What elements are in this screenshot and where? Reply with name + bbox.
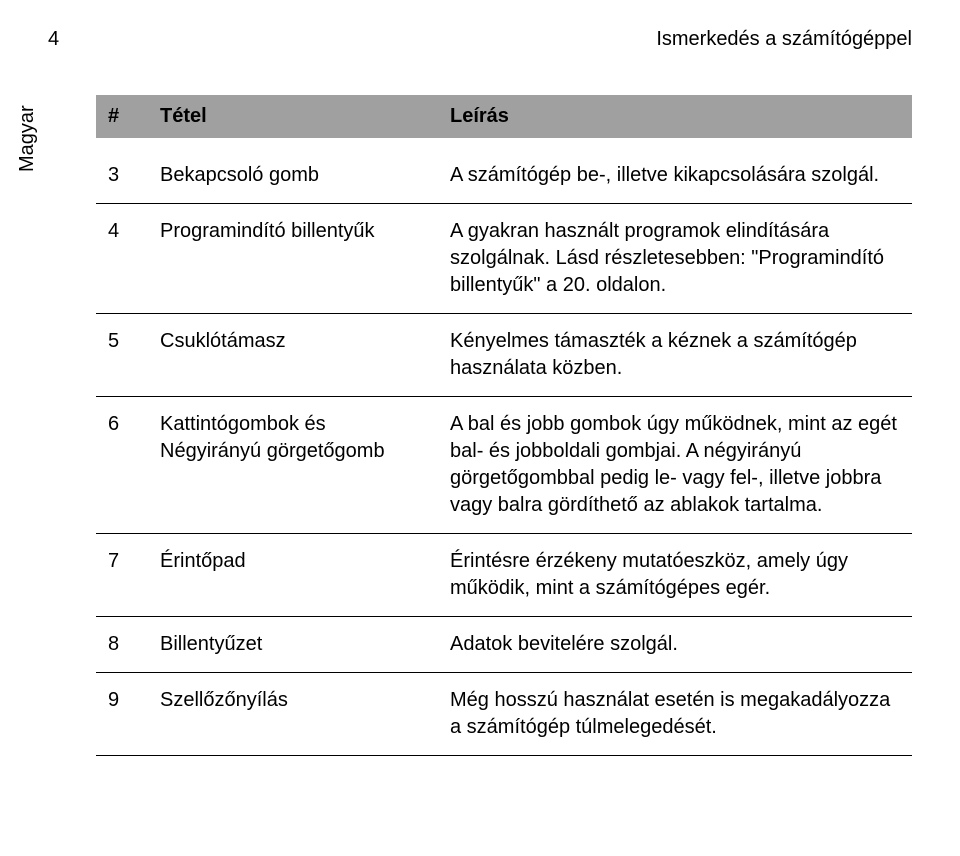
table-row: 8 Billentyűzet Adatok bevitelére szolgál… [96,617,912,673]
cell-num: 9 [96,673,148,756]
cell-item: Érintőpad [148,534,438,617]
table-row: 3 Bekapcsoló gomb A számítógép be-, ille… [96,138,912,204]
cell-num: 4 [96,204,148,314]
language-sidebar-label: Magyar [16,105,39,172]
col-header-num: # [96,95,148,138]
cell-desc: Még hosszú használat esetén is megakadál… [438,673,912,756]
page-header: 4 Ismerkedés a számítógéppel [48,28,912,51]
cell-desc: Adatok bevitelére szolgál. [438,617,912,673]
cell-item: Csuklótámasz [148,314,438,397]
table-header-row: # Tétel Leírás [96,95,912,138]
cell-desc: Érintésre érzékeny mutatóeszköz, amely ú… [438,534,912,617]
feature-table: # Tétel Leírás 3 Bekapcsoló gomb A számí… [96,95,912,756]
table-row: 7 Érintőpad Érintésre érzékeny mutatóesz… [96,534,912,617]
page-title: Ismerkedés a számítógéppel [656,28,912,51]
cell-num: 6 [96,397,148,534]
col-header-desc: Leírás [438,95,912,138]
col-header-item: Tétel [148,95,438,138]
cell-num: 8 [96,617,148,673]
cell-item: Bekapcsoló gomb [148,138,438,204]
page-number: 4 [48,28,59,51]
cell-item: Kattintógombok és Négyirányú görgetőgomb [148,397,438,534]
cell-item: Billentyűzet [148,617,438,673]
page: 4 Ismerkedés a számítógéppel Magyar # Té… [0,0,960,856]
cell-num: 7 [96,534,148,617]
table-row: 5 Csuklótámasz Kényelmes támaszték a kéz… [96,314,912,397]
cell-num: 5 [96,314,148,397]
cell-item: Szellőzőnyílás [148,673,438,756]
cell-num: 3 [96,138,148,204]
cell-desc: A bal és jobb gombok úgy működnek, mint … [438,397,912,534]
cell-desc: A számítógép be-, illetve kikapcsolására… [438,138,912,204]
cell-desc: A gyakran használt programok elindításár… [438,204,912,314]
table-row: 4 Programindító billentyűk A gyakran has… [96,204,912,314]
cell-item: Programindító billentyűk [148,204,438,314]
table-row: 9 Szellőzőnyílás Még hosszú használat es… [96,673,912,756]
content-area: # Tétel Leírás 3 Bekapcsoló gomb A számí… [96,95,912,756]
cell-desc: Kényelmes támaszték a kéznek a számítógé… [438,314,912,397]
table-row: 6 Kattintógombok és Négyirányú görgetőgo… [96,397,912,534]
